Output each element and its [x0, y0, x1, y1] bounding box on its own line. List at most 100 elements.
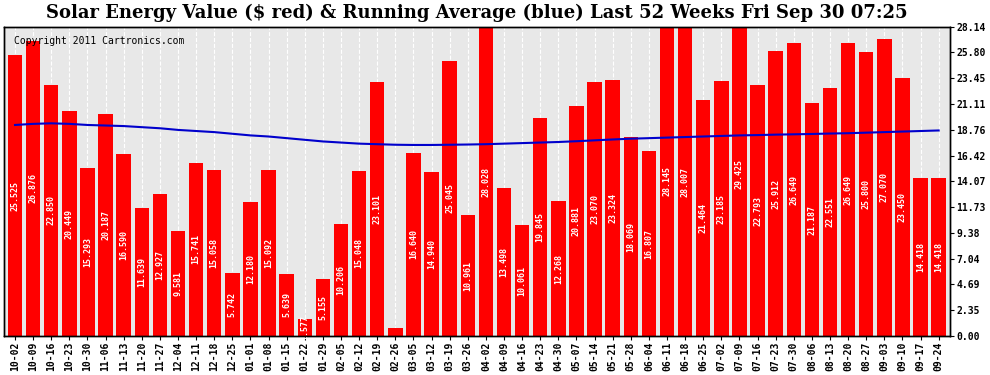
Text: 1.577: 1.577 — [300, 315, 309, 340]
Bar — [587, 82, 602, 336]
Bar — [388, 328, 403, 336]
Bar — [515, 225, 530, 336]
Bar — [678, 28, 692, 336]
Text: 16.590: 16.590 — [119, 230, 128, 260]
Text: 10.961: 10.961 — [463, 261, 472, 291]
Text: 16.807: 16.807 — [644, 229, 653, 259]
Bar — [733, 13, 746, 336]
Text: 16.640: 16.640 — [409, 230, 418, 260]
Text: 22.793: 22.793 — [753, 196, 762, 226]
Bar — [786, 43, 801, 336]
Bar — [244, 202, 257, 336]
Text: 23.185: 23.185 — [717, 194, 726, 224]
Bar — [26, 40, 41, 336]
Text: 26.876: 26.876 — [29, 173, 38, 203]
Text: 15.741: 15.741 — [192, 234, 201, 264]
Bar — [768, 51, 783, 336]
Bar — [859, 53, 873, 336]
Text: 22.850: 22.850 — [47, 195, 55, 225]
Bar — [370, 82, 384, 336]
Bar — [80, 168, 95, 336]
Bar — [225, 273, 240, 336]
Text: 22.551: 22.551 — [826, 197, 835, 227]
Text: 26.649: 26.649 — [789, 174, 798, 204]
Bar — [152, 194, 167, 336]
Title: Solar Energy Value ($ red) & Running Average (blue) Last 52 Weeks Fri Sep 30 07:: Solar Energy Value ($ red) & Running Ave… — [46, 4, 908, 22]
Bar — [171, 231, 185, 336]
Bar — [841, 43, 855, 336]
Text: 10.206: 10.206 — [337, 265, 346, 295]
Bar — [805, 103, 819, 336]
Text: 23.101: 23.101 — [372, 194, 382, 224]
Bar — [877, 39, 892, 336]
Text: 15.293: 15.293 — [83, 237, 92, 267]
Bar — [8, 56, 23, 336]
Text: 23.450: 23.450 — [898, 192, 907, 222]
Text: 20.187: 20.187 — [101, 210, 110, 240]
Bar — [750, 86, 765, 336]
Text: Copyright 2011 Cartronics.com: Copyright 2011 Cartronics.com — [14, 36, 184, 46]
Text: 10.061: 10.061 — [518, 266, 527, 296]
Text: 25.525: 25.525 — [11, 181, 20, 211]
Text: 28.145: 28.145 — [662, 166, 671, 196]
Text: 13.498: 13.498 — [500, 247, 509, 277]
Text: 20.881: 20.881 — [572, 206, 581, 236]
Text: 11.639: 11.639 — [138, 257, 147, 287]
Text: 14.418: 14.418 — [935, 242, 943, 272]
Text: 21.464: 21.464 — [699, 203, 708, 233]
Text: 28.007: 28.007 — [680, 167, 690, 197]
Text: 5.155: 5.155 — [319, 295, 328, 320]
Text: 15.058: 15.058 — [210, 238, 219, 268]
Text: 29.425: 29.425 — [735, 159, 743, 189]
Bar — [351, 171, 366, 336]
Bar — [624, 137, 638, 336]
Text: 5.742: 5.742 — [228, 292, 237, 317]
Text: 28.028: 28.028 — [481, 167, 490, 197]
Text: 12.927: 12.927 — [155, 250, 164, 280]
Bar — [569, 106, 584, 336]
Bar — [932, 177, 945, 336]
Text: 27.070: 27.070 — [880, 172, 889, 202]
Bar — [44, 85, 58, 336]
Bar — [895, 78, 910, 336]
Text: 25.912: 25.912 — [771, 178, 780, 209]
Text: 25.045: 25.045 — [446, 183, 454, 213]
Bar — [551, 201, 565, 336]
Text: 14.418: 14.418 — [916, 242, 925, 272]
Bar — [478, 28, 493, 336]
Bar — [425, 172, 439, 336]
Bar — [62, 111, 76, 336]
Text: 14.940: 14.940 — [427, 239, 436, 269]
Bar — [117, 154, 131, 336]
Bar — [696, 100, 711, 336]
Bar — [406, 153, 421, 336]
Bar — [914, 177, 928, 336]
Text: 12.180: 12.180 — [246, 254, 255, 284]
Text: 23.070: 23.070 — [590, 194, 599, 224]
Bar — [497, 188, 511, 336]
Bar — [714, 81, 729, 336]
Bar — [279, 274, 294, 336]
Bar — [460, 216, 475, 336]
Bar — [207, 171, 222, 336]
Bar — [298, 319, 312, 336]
Text: 21.187: 21.187 — [808, 204, 817, 234]
Text: 18.069: 18.069 — [627, 222, 636, 252]
Text: 19.845: 19.845 — [536, 212, 544, 242]
Bar — [642, 151, 656, 336]
Bar — [98, 114, 113, 336]
Bar — [334, 224, 348, 336]
Bar — [606, 80, 620, 336]
Text: 25.800: 25.800 — [861, 179, 871, 209]
Text: 5.639: 5.639 — [282, 292, 291, 317]
Text: 15.092: 15.092 — [264, 238, 273, 268]
Bar — [659, 27, 674, 336]
Text: 20.449: 20.449 — [65, 209, 74, 238]
Bar — [533, 118, 547, 336]
Text: 23.324: 23.324 — [608, 193, 617, 223]
Bar — [189, 163, 203, 336]
Bar — [135, 208, 149, 336]
Bar — [443, 61, 457, 336]
Text: 12.268: 12.268 — [553, 254, 563, 284]
Bar — [261, 170, 276, 336]
